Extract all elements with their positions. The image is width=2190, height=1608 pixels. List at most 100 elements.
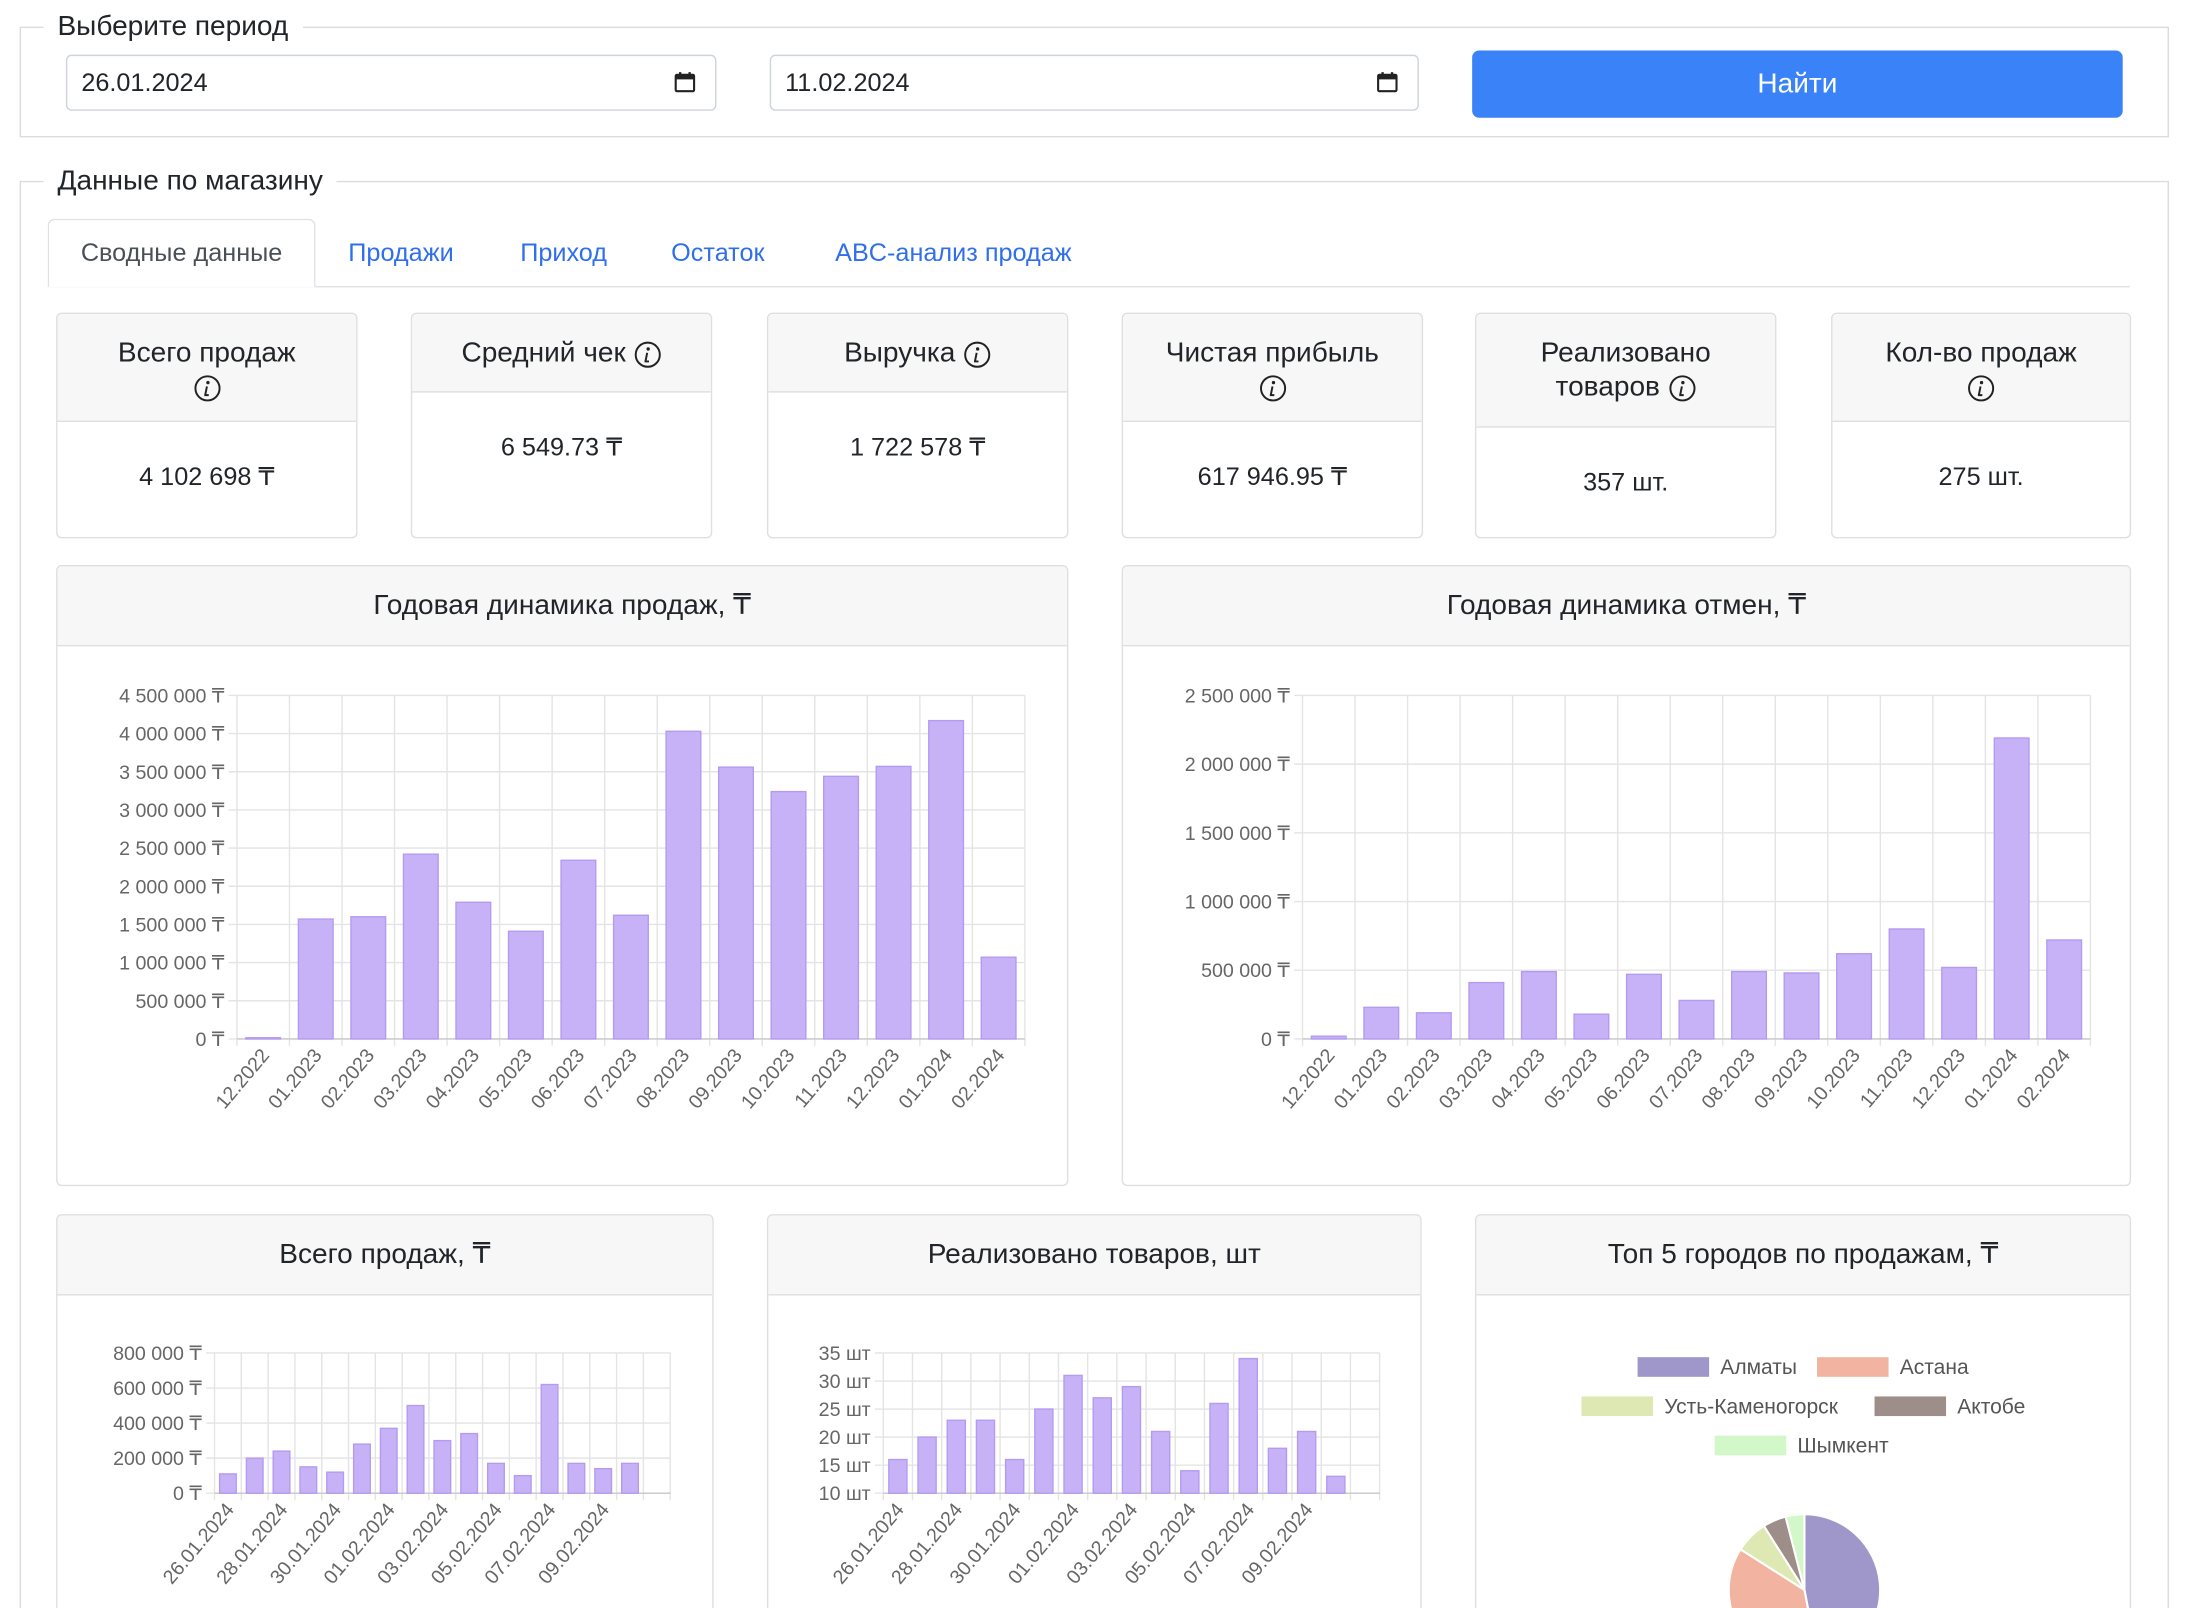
kpi-title: Чистая прибыль [1165,337,1379,369]
x-tick-label: 05.2023 [474,1045,536,1114]
x-tick-label: 08.2023 [1697,1045,1759,1114]
chart-title: Годовая динамика отмен, ₸ [1123,566,2130,647]
bar [486,1462,505,1494]
bar [1678,999,1715,1040]
kpi-title: Реализовано товаров [1540,337,1711,403]
kpi-header: Кол-во продаж [1832,314,2130,423]
legend-swatch [1714,1435,1787,1456]
bar [888,1458,908,1494]
x-tick-label: 08.2023 [632,1045,694,1114]
bar [1415,1012,1452,1040]
x-tick-label: 03.2023 [1435,1045,1497,1114]
kpi-header: Средний чек [412,314,711,393]
tab-income[interactable]: Приход [520,237,608,266]
x-tick-label: 01.2023 [1330,1045,1392,1114]
bar [1730,970,1768,1040]
kpi-title: Всего продаж [117,337,296,369]
bar [594,1467,613,1494]
x-tick-label: 12.2022 [212,1045,274,1113]
bar [2046,939,2083,1040]
bar [1625,973,1662,1040]
bar [297,918,334,1040]
find-button[interactable]: Найти [1472,50,2123,118]
bar [326,1471,345,1494]
info-icon[interactable] [963,340,991,368]
y-tick-label: 1 500 000 ₸ [119,914,225,936]
chart-title: Реализовано товаров, шт [768,1215,1421,1296]
bar [402,853,439,1040]
legend-swatch [1581,1396,1654,1417]
tab-stock[interactable]: Остаток [671,237,765,266]
bar [245,1037,282,1040]
bar [823,775,860,1040]
kpi-items-sold: Реализовано товаров 357 шт. [1474,312,1777,539]
kpi-value: 275 шт. [1938,462,2024,491]
y-tick-label: 20 шт [819,1427,871,1449]
calendar-icon[interactable] [1377,72,1398,93]
date-to-input[interactable]: 11.02.2024 [769,54,1419,111]
y-tick-label: 0 ₸ [1261,1029,1290,1051]
bar [1004,1458,1025,1494]
info-icon[interactable] [1258,374,1286,402]
total-sales-card: Всего продаж, ₸ 0 ₸ 200 000 ₸ 400 000 ₸ 600… [56,1214,714,1608]
y-tick-label: 30 шт [819,1371,871,1393]
tab-summary[interactable]: Сводные данные [47,218,316,288]
x-tick-label: 09.2023 [684,1045,746,1114]
info-icon[interactable] [1668,374,1696,402]
chart-title: Всего продаж, ₸ [57,1215,713,1296]
y-tick-label: 25 шт [819,1399,871,1421]
kpi-value: 6 549.73 ₸ [500,433,623,462]
y-tick-label: 600 000 ₸ [113,1378,202,1400]
x-tick-label: 01.2024 [1960,1045,2022,1114]
x-tick-label: 04.2023 [1487,1045,1549,1114]
kpi-value: 617 946.95 ₸ [1197,462,1348,491]
bar [1296,1430,1317,1494]
bar [1034,1408,1054,1494]
y-tick-label: 3 000 000 ₸ [119,800,225,822]
x-tick-label: 04.2023 [422,1045,484,1114]
x-tick-label: 12.2023 [1908,1045,1970,1114]
calendar-icon[interactable] [674,72,696,93]
bar [620,1462,639,1494]
bar [1836,953,1873,1040]
bar [1092,1397,1113,1494]
info-icon[interactable] [634,340,662,368]
x-tick-label: 12.2022 [1277,1045,1339,1113]
bar [928,719,965,1040]
annual-sales-card: Годовая динамика продаж, ₸ 0 ₸ 500 000 ₸ 1… [56,565,1069,1187]
info-icon[interactable] [193,374,221,402]
period-legend: Выберите период [57,11,289,43]
x-tick-label: 07.2023 [579,1045,641,1114]
store-legend: Данные по магазину [57,165,323,197]
kpi-average-check: Средний чек 6 549.73 ₸ [410,312,713,539]
bar [1267,1447,1288,1494]
bar [299,1466,318,1494]
pie-slice [1784,1513,1806,1591]
legend-label: Усть-Каменогорск [1664,1395,1838,1418]
bar [245,1457,264,1494]
legend-label: Шымкент [1797,1435,1889,1458]
y-tick-label: 4 500 000 ₸ [119,685,225,707]
kpi-net-profit: Чистая прибыль 617 946.95 ₸ [1121,312,1424,539]
y-tick-label: 15 шт [819,1455,871,1477]
info-icon[interactable] [1967,374,1995,402]
kpi-total-sales: Всего продаж 4 102 698 ₸ [56,312,358,539]
x-tick-label: 02.2023 [317,1045,379,1114]
bar [1150,1430,1171,1494]
bar [1238,1357,1258,1494]
bar [1180,1470,1200,1494]
x-tick-label: 01.2023 [264,1045,326,1114]
legend-swatch [1817,1357,1889,1377]
date-from-input[interactable]: 26.01.2024 [65,54,717,111]
legend-label: Актобе [1957,1395,2025,1418]
kpi-sales-count: Кол-во продаж 275 шт. [1831,312,2132,539]
legend-swatch [1637,1357,1710,1377]
y-tick-label: 2 000 000 ₸ [119,876,225,898]
bar [272,1450,291,1494]
kpi-revenue: Выручка 1 722 578 ₸ [766,312,1069,539]
tab-abc-analysis[interactable]: ABC-анализ продаж [835,237,1072,266]
tab-sales[interactable]: Продажи [348,237,454,266]
bar [352,1443,371,1494]
x-tick-label: 06.2023 [1592,1045,1654,1114]
